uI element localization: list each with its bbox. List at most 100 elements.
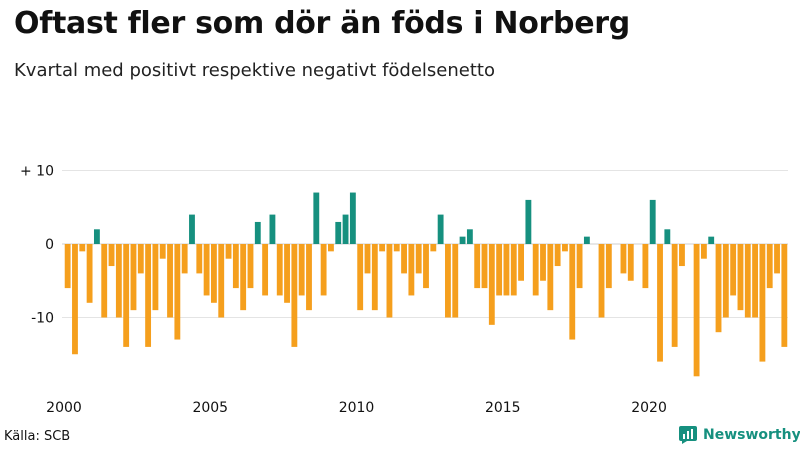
bar <box>137 244 144 274</box>
bar <box>159 244 166 259</box>
bar <box>657 244 663 362</box>
bar <box>123 244 130 347</box>
bar <box>540 244 546 281</box>
bar <box>459 236 466 244</box>
bar <box>671 244 678 347</box>
bar <box>306 244 312 311</box>
bar <box>93 229 100 244</box>
bar <box>189 214 195 244</box>
bar <box>101 244 108 318</box>
y-tick-label: + 10 <box>20 164 54 180</box>
bar <box>408 244 415 296</box>
bar <box>320 244 327 296</box>
bar <box>730 244 737 296</box>
x-tick-label: 2020 <box>631 400 667 416</box>
bar <box>225 244 232 259</box>
bar <box>152 244 159 311</box>
bar <box>518 244 524 281</box>
bar <box>452 244 459 318</box>
bar <box>291 244 298 347</box>
bar <box>232 244 239 289</box>
x-tick-label: 2005 <box>192 400 228 416</box>
bar <box>445 244 451 318</box>
bar <box>642 244 649 289</box>
bar <box>86 244 93 303</box>
bar <box>649 199 656 244</box>
bar <box>737 244 744 311</box>
bar <box>759 244 766 362</box>
bar <box>554 244 561 267</box>
x-tick-label: 2015 <box>485 400 521 416</box>
bar <box>64 244 71 289</box>
chart-title: Oftast fler som dör än föds i Norberg <box>14 6 630 41</box>
bar <box>430 244 437 252</box>
bar <box>437 214 444 244</box>
bar <box>715 244 722 333</box>
bar <box>627 244 634 281</box>
x-tick-label: 2010 <box>339 400 375 416</box>
bar <box>240 244 247 311</box>
bar <box>503 244 510 296</box>
bar <box>547 244 554 311</box>
bar <box>72 244 78 355</box>
bar <box>254 221 261 244</box>
bar <box>708 236 715 244</box>
x-axis: 2000 2005 2010 2015 2020 <box>46 400 667 416</box>
bar <box>269 214 276 244</box>
bar <box>247 244 254 289</box>
bar <box>298 244 305 296</box>
bar <box>401 244 407 274</box>
bar <box>525 199 532 244</box>
bar <box>115 244 122 318</box>
bar <box>752 244 759 318</box>
bar <box>379 244 386 252</box>
bar <box>313 192 320 244</box>
bar <box>700 244 707 259</box>
bar <box>510 244 517 296</box>
bar <box>130 244 137 311</box>
bar <box>781 244 788 347</box>
bar <box>342 214 349 244</box>
bar <box>562 244 568 252</box>
bar <box>766 244 773 289</box>
bar <box>335 221 342 244</box>
bar <box>693 244 700 377</box>
bar <box>496 244 503 296</box>
newsworthy-logo: Newsworthy <box>679 426 800 444</box>
bar <box>393 244 400 252</box>
source-note: Källa: SCB <box>4 429 71 444</box>
bar <box>466 229 473 244</box>
bar <box>364 244 371 274</box>
y-axis: + 10 0 -10 <box>20 164 54 327</box>
bar <box>679 244 685 267</box>
bar <box>108 244 115 267</box>
y-tick-label: -10 <box>31 311 54 327</box>
bars <box>64 192 788 377</box>
bar <box>569 244 576 340</box>
bar <box>423 244 429 289</box>
bar <box>415 244 422 274</box>
bar <box>532 244 539 296</box>
bar <box>583 236 590 244</box>
bar <box>722 244 729 318</box>
bar <box>605 244 612 289</box>
bar <box>203 244 210 296</box>
bar <box>196 244 203 274</box>
bar <box>598 244 605 318</box>
bar <box>744 244 751 318</box>
bar <box>664 229 671 244</box>
bar <box>357 244 364 311</box>
bar <box>174 244 181 340</box>
brand-name: Newsworthy <box>703 427 800 443</box>
bar <box>145 244 152 347</box>
bar <box>576 244 583 289</box>
bar <box>488 244 495 325</box>
chart-subtitle: Kvartal med positivt respektive negativt… <box>14 60 495 81</box>
bar <box>481 244 488 289</box>
bar <box>474 244 481 289</box>
bar <box>284 244 290 303</box>
bar <box>262 244 269 296</box>
x-tick-label: 2000 <box>46 400 82 416</box>
bar <box>328 244 334 252</box>
